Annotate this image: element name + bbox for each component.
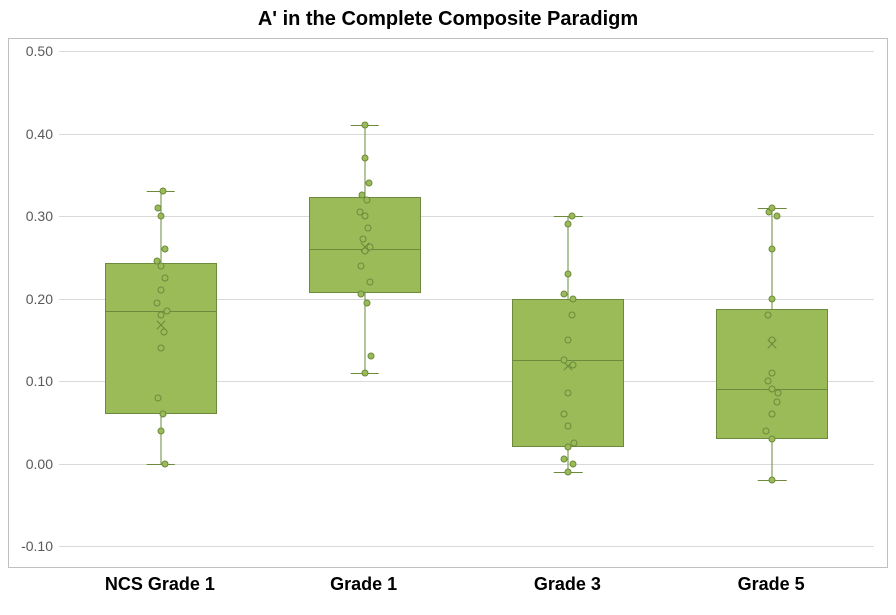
data-point [765, 312, 772, 319]
data-point [560, 291, 567, 298]
box-group [716, 51, 828, 546]
data-point [161, 460, 168, 467]
data-point [153, 299, 160, 306]
whisker-upper [568, 216, 569, 299]
x-axis-labels: NCS Grade 1 Grade 1 Grade 3 Grade 5 [58, 574, 873, 604]
data-point [361, 369, 368, 376]
whisker-upper [160, 191, 161, 263]
data-point [569, 213, 576, 220]
data-point [565, 221, 572, 228]
data-point [565, 468, 572, 475]
data-point [160, 411, 167, 418]
data-point [763, 427, 770, 434]
data-point [561, 411, 568, 418]
plot-area: -0.100.000.100.200.300.400.50 [59, 51, 874, 546]
y-tick-label: 0.40 [26, 126, 53, 142]
data-point [364, 225, 371, 232]
plot-border: -0.10 0.00 0.10 0.20 0.30 0.40 0.50 [8, 38, 888, 568]
data-point [160, 328, 167, 335]
box-group [309, 51, 421, 546]
data-point [358, 192, 365, 199]
data-point [153, 258, 160, 265]
data-point [565, 270, 572, 277]
data-point [361, 155, 368, 162]
data-point [769, 386, 776, 393]
data-point [774, 398, 781, 405]
data-point [357, 291, 364, 298]
data-point [570, 295, 577, 302]
data-point [769, 435, 776, 442]
x-category-label: Grade 1 [330, 574, 397, 595]
data-point [155, 394, 162, 401]
data-point [769, 477, 776, 484]
data-point [769, 295, 776, 302]
data-point [565, 336, 572, 343]
y-tick-label: -0.10 [21, 538, 53, 554]
gridline [59, 546, 874, 547]
data-point [157, 345, 164, 352]
data-point [161, 246, 168, 253]
data-point [367, 353, 374, 360]
data-point [769, 336, 776, 343]
data-point [565, 390, 572, 397]
data-point [366, 279, 373, 286]
box-group [105, 51, 217, 546]
x-category-label: NCS Grade 1 [105, 574, 215, 595]
data-point [769, 369, 776, 376]
data-point [569, 312, 576, 319]
data-point [561, 357, 568, 364]
data-point [769, 246, 776, 253]
whisker-lower [160, 414, 161, 464]
y-tick-label: 0.10 [26, 373, 53, 389]
data-point [357, 262, 364, 269]
data-point [565, 423, 572, 430]
data-point [163, 307, 170, 314]
data-point [769, 204, 776, 211]
x-category-label: Grade 5 [738, 574, 805, 595]
data-point [361, 122, 368, 129]
x-category-label: Grade 3 [534, 574, 601, 595]
data-point [359, 236, 366, 243]
data-point [356, 208, 363, 215]
data-point [365, 180, 372, 187]
chart-title: A' in the Complete Composite Paradigm [0, 0, 896, 31]
data-point [159, 188, 166, 195]
whisker-lower [772, 439, 773, 480]
data-point [569, 361, 576, 368]
data-point [773, 213, 780, 220]
whisker-upper [772, 208, 773, 309]
data-point [157, 213, 164, 220]
y-tick-label: 0.30 [26, 208, 53, 224]
data-point [561, 456, 568, 463]
y-tick-label: 0.00 [26, 456, 53, 472]
data-point [363, 299, 370, 306]
box-rect [105, 263, 217, 414]
box-group [512, 51, 624, 546]
data-point [367, 244, 374, 251]
data-point [154, 204, 161, 211]
data-point [571, 439, 578, 446]
y-tick-label: 0.20 [26, 291, 53, 307]
data-point [570, 460, 577, 467]
title-area: A' in the Complete Composite Paradigm [0, 0, 896, 38]
y-tick-label: 0.50 [26, 43, 53, 59]
data-point [775, 390, 782, 397]
data-point [161, 274, 168, 281]
data-point [157, 427, 164, 434]
data-point [769, 411, 776, 418]
data-point [765, 378, 772, 385]
data-point [157, 287, 164, 294]
